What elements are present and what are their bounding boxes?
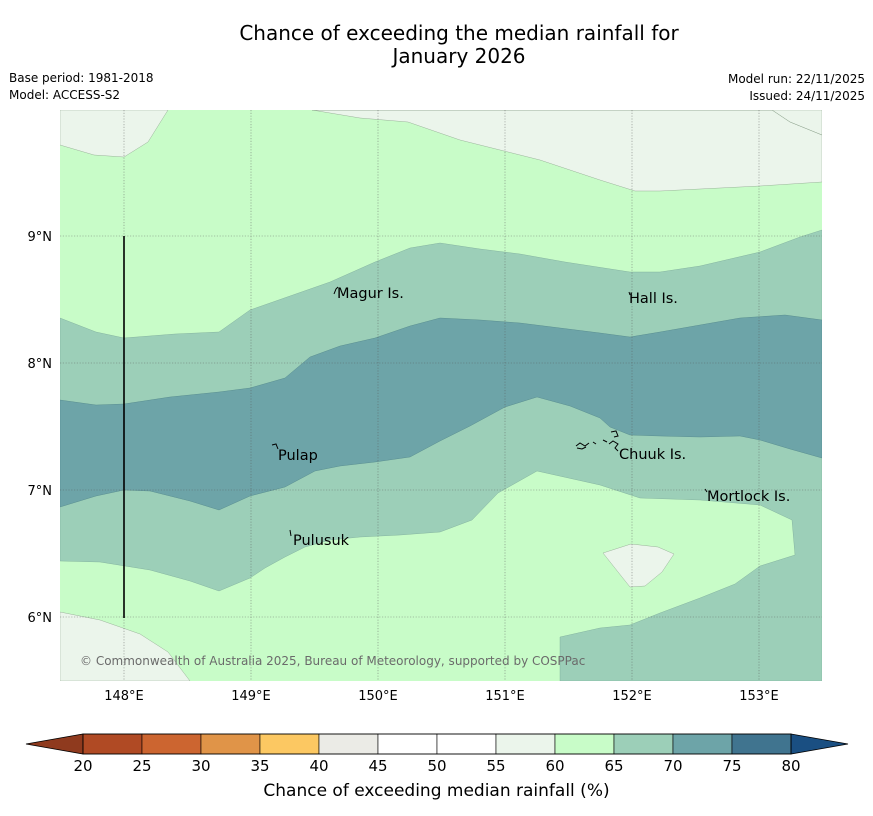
region-55-60-bottom-left: [60, 611, 191, 681]
island-chuuk-5: [610, 430, 619, 438]
island-chuuk-3: [592, 441, 597, 445]
island-pulusuk: [289, 529, 292, 537]
place-label-chuuk: Chuuk Is.: [619, 447, 686, 463]
grid-lines: [60, 110, 822, 681]
lon-label-148: 148°E: [104, 689, 144, 704]
colorbar-tick-40: 40: [309, 757, 328, 775]
region-70-75: [60, 314, 822, 511]
colorbar-tick-60: 60: [545, 757, 564, 775]
colorbar-bin-70-75: [672, 733, 733, 755]
island-pulap: [271, 443, 279, 450]
colorbar-bin-50-55: [436, 733, 497, 755]
colorbar: 20 25 30 35 40 45 50 55 60 65 70 75 80: [25, 733, 849, 775]
model-name: Model: ACCESS-S2: [9, 88, 121, 102]
lon-label-152: 152°E: [612, 689, 652, 704]
colorbar-bin-60-65: [554, 733, 615, 755]
lon-label-149: 149°E: [231, 689, 271, 704]
colorbar-label: Chance of exceeding median rainfall (%): [263, 781, 610, 801]
place-label-magur: Magur Is.: [337, 286, 404, 302]
place-label-pulusuk: Pulusuk: [293, 533, 350, 549]
lon-label-153: 153°E: [739, 689, 779, 704]
colorbar-bin-20-25: [82, 733, 143, 755]
island-mortlock: [704, 488, 708, 493]
colorbar-bin-40-45: [318, 733, 379, 755]
colorbar-bin-45-50: [377, 733, 438, 755]
island-shapes: [271, 286, 708, 537]
lat-label-8: 8°N: [28, 357, 53, 372]
place-label-mortlock: Mortlock Is.: [707, 489, 790, 505]
colorbar-tick-50: 50: [427, 757, 446, 775]
colorbar-tick-65: 65: [604, 757, 623, 775]
lat-label-6: 6°N: [28, 611, 53, 626]
colorbar-bin-30-35: [200, 733, 261, 755]
colorbar-tick-25: 25: [132, 757, 151, 775]
title-line-2: January 2026: [392, 44, 526, 68]
title-line-1: Chance of exceeding the median rainfall …: [239, 21, 679, 45]
region-55-60-top-left: [60, 110, 169, 158]
colorbar-tick-80: 80: [781, 757, 800, 775]
copyright-text: © Commonwealth of Australia 2025, Bureau…: [80, 654, 585, 668]
colorbar-bin-65-70: [613, 733, 674, 755]
place-label-pulap: Pulap: [278, 448, 318, 464]
colorbar-tick-70: 70: [663, 757, 682, 775]
region-55-60-patch: [602, 543, 675, 588]
island-hall: [628, 291, 631, 296]
place-label-hall: Hall Is.: [629, 291, 678, 307]
info-right: Model run: 22/11/2025 Issued: 24/11/2025: [728, 71, 865, 105]
lat-label-9: 9°N: [28, 230, 53, 245]
colorbar-tick-30: 30: [191, 757, 210, 775]
colorbar-over-arrow: [790, 733, 849, 755]
base-period: Base period: 1981-2018: [9, 71, 154, 85]
island-chuuk-2: [576, 446, 587, 450]
colorbar-bin-25-30: [141, 733, 202, 755]
map-title: Chance of exceeding the median rainfall …: [0, 22, 873, 68]
info-left: Base period: 1981-2018 Model: ACCESS-S2: [9, 70, 154, 104]
island-chuuk-4: [602, 439, 608, 443]
island-chuuk-1: [575, 442, 590, 447]
model-run: Model run: 22/11/2025: [727, 72, 865, 86]
map-plot-area: Magur Is. Hall Is. Pulap Chuuk Is. Mortl…: [60, 110, 822, 681]
island-magur: [333, 286, 339, 295]
region-55-60-top-right: [311, 110, 822, 192]
colorbar-tick-45: 45: [368, 757, 387, 775]
lon-label-150: 150°E: [358, 689, 398, 704]
colorbar-tick-75: 75: [722, 757, 741, 775]
colorbar-bin-35-40: [259, 733, 320, 755]
lat-label-7: 7°N: [28, 484, 53, 499]
colorbar-bin-75-80: [731, 733, 792, 755]
colorbar-tick-55: 55: [486, 757, 505, 775]
colorbar-tick-20: 20: [73, 757, 92, 775]
island-chuuk-6: [608, 440, 619, 452]
colorbar-frame: [82, 733, 792, 755]
colorbar-under-arrow: [25, 733, 84, 755]
lon-label-151: 151°E: [485, 689, 525, 704]
issued-date: Issued: 24/11/2025: [749, 89, 865, 103]
colorbar-bin-55-60: [495, 733, 556, 755]
colorbar-tick-35: 35: [250, 757, 269, 775]
